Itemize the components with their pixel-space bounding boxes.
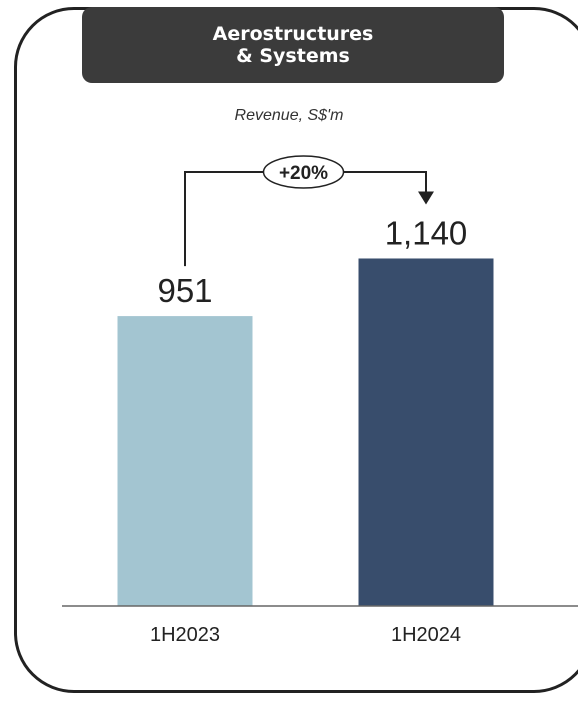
bar-1h2023 <box>117 316 253 606</box>
growth-badge-label: +20% <box>279 163 328 184</box>
bars-layer <box>117 258 494 606</box>
title-line-1: Aerostructures <box>212 23 374 45</box>
growth-annotation: +20% <box>184 155 434 267</box>
growth-badge <box>262 155 345 189</box>
arrow-head-icon <box>418 191 434 205</box>
title-line-2: & Systems <box>236 45 350 67</box>
category-label-1h2023: 1H2023 <box>150 624 220 646</box>
category-label-1h2024: 1H2024 <box>391 624 461 646</box>
data-label-1h2023: 951 <box>157 272 212 309</box>
chart-subtitle: Revenue, S$'m <box>234 107 344 124</box>
growth-bracket-line <box>184 171 427 267</box>
title-banner: Aerostructures & Systems <box>82 7 504 83</box>
labels-layer: 951 1H2023 1,140 1H2024 <box>150 214 467 646</box>
data-label-1h2024: 1,140 <box>385 214 468 251</box>
bar-1h2024 <box>358 258 494 606</box>
